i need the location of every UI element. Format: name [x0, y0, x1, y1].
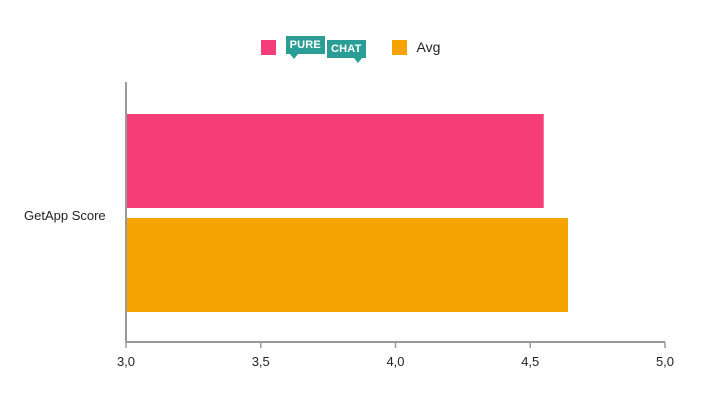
pure-chat-logo: PURE CHAT	[285, 36, 366, 63]
x-tick-label: 5,0	[656, 354, 674, 369]
legend-item-avg[interactable]: Avg	[391, 39, 441, 55]
chart-legend: PURE CHAT Avg	[0, 36, 701, 63]
legend-swatch-avg	[391, 39, 407, 55]
x-tick-label: 3,5	[252, 354, 270, 369]
x-tick-label: 4,0	[386, 354, 404, 369]
category-label: GetApp Score	[24, 208, 106, 223]
x-tick-label: 3,0	[117, 354, 135, 369]
logo-pure-text: PURE	[285, 36, 325, 59]
legend-item-pure-chat[interactable]: PURE CHAT	[260, 36, 366, 63]
x-tick-label: 4,5	[521, 354, 539, 369]
legend-label-avg: Avg	[416, 39, 441, 55]
logo-chat-text: CHAT	[326, 40, 366, 63]
legend-swatch-pure-chat	[260, 39, 276, 55]
bar-pure-chat	[126, 114, 544, 208]
bar-avg	[126, 218, 568, 312]
